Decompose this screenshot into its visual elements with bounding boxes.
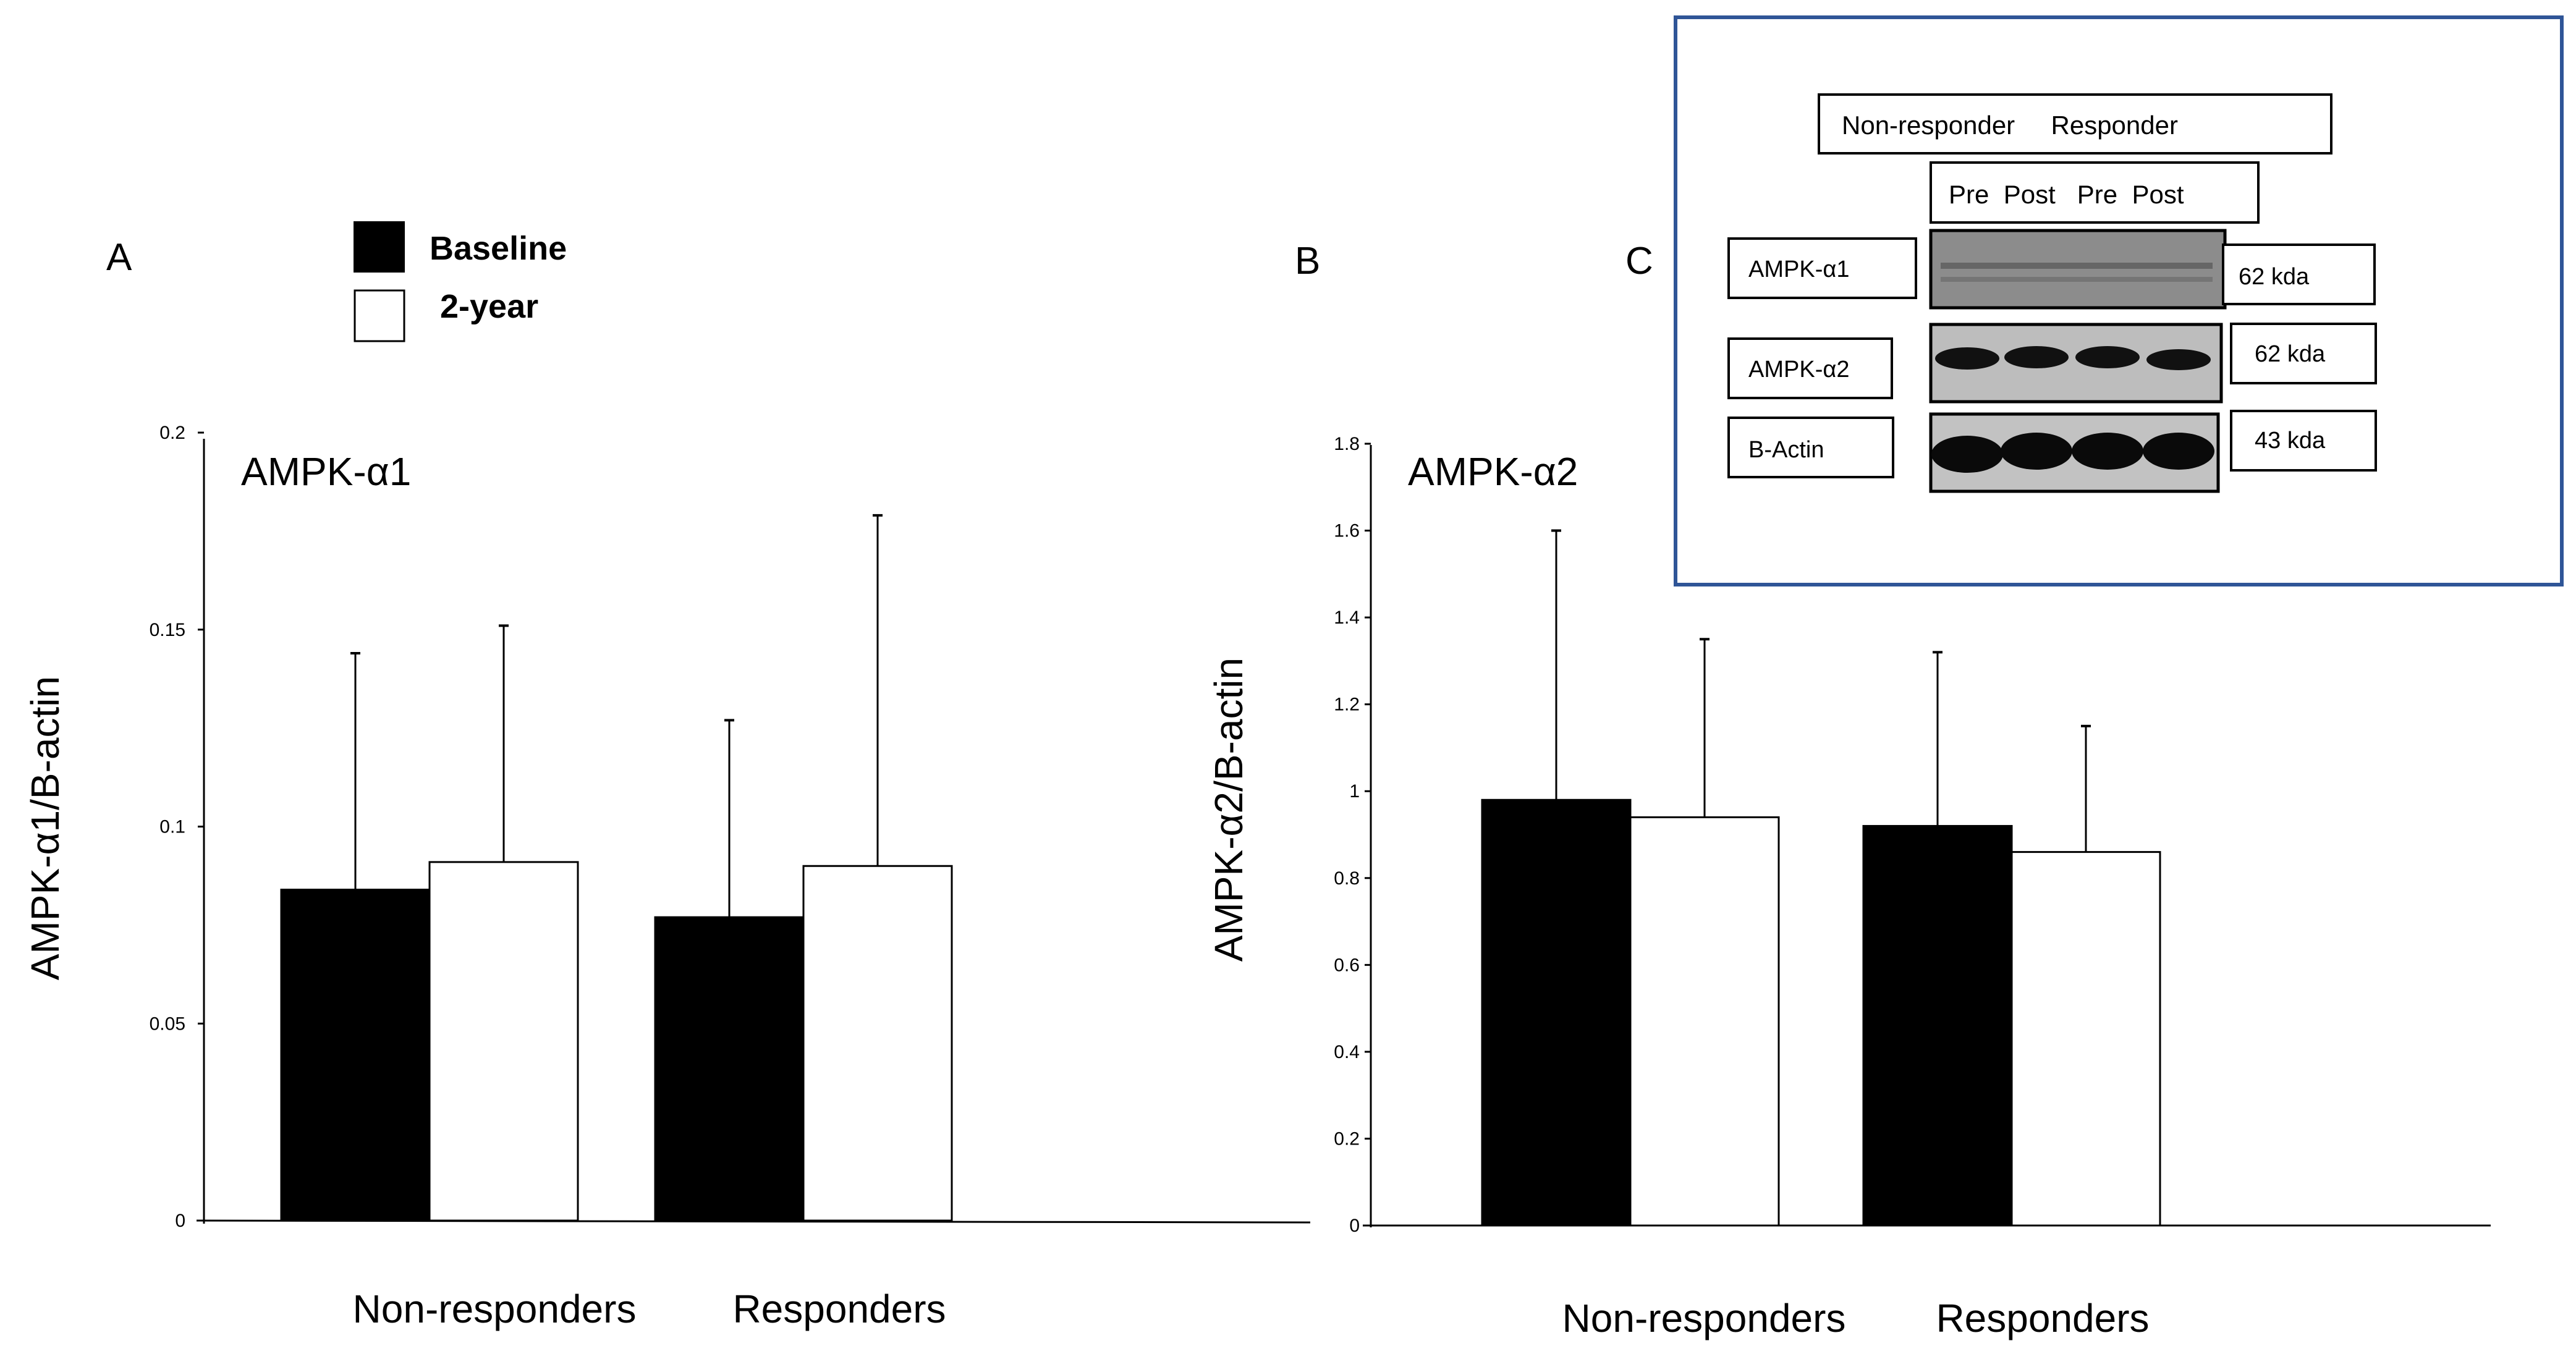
blot-image-ampk-a2 — [1929, 323, 2223, 404]
blot-timepoint-header: Pre Post Pre Post — [1949, 180, 2184, 209]
y-tick-label: 1.6 — [1334, 521, 1360, 541]
chart-b-category-label: Non-responders — [1562, 1296, 1846, 1340]
y-tick-label: 0.15 — [150, 620, 185, 640]
blot-group-header-box — [1818, 93, 2332, 155]
chart-a: AMPK-α1 AMPK-α1/B-actin Non-responders R… — [23, 423, 1311, 1331]
blot-row-label-box — [1727, 237, 1917, 299]
blot-image-ampk-a1 — [1929, 229, 2227, 310]
panel-letter-a: A — [106, 236, 132, 279]
chart-a-category-label: Non-responders — [353, 1287, 637, 1331]
bar-2-year — [802, 865, 953, 1222]
legend: Baseline 2-year — [354, 221, 567, 342]
y-tick-label: 1.4 — [1334, 608, 1360, 628]
panel-letter-b: B — [1295, 240, 1320, 282]
blot-size-label: 62 kda — [2239, 264, 2310, 290]
y-tick-label: 1.8 — [1334, 434, 1360, 454]
bar-2-year — [428, 861, 579, 1222]
y-tick-label: 0.2 — [1334, 1128, 1360, 1149]
chart-a-category-label: Responders — [732, 1287, 946, 1331]
blot-timepoint-header-box — [1930, 161, 2260, 224]
y-tick-label: 0 — [175, 1211, 185, 1231]
chart-b-ylabel: AMPK-α2/B-actin — [1206, 658, 1251, 962]
blot-image-b-actin — [1929, 412, 2220, 493]
y-tick-label: 0 — [1349, 1216, 1360, 1236]
panel-letter-c: C — [1625, 240, 1653, 282]
chart-b: AMPK-α2 AMPK-α2/B-actin Non-responders R… — [1206, 434, 2491, 1340]
legend-swatch-baseline — [354, 221, 405, 273]
chart-b-title: AMPK-α2 — [1408, 449, 1578, 494]
blot-row-label: AMPK-α2 — [1748, 357, 1849, 383]
y-tick-label: 1.2 — [1334, 695, 1360, 715]
legend-label-2year: 2-year — [440, 288, 538, 325]
y-tick-label: 1 — [1349, 781, 1360, 802]
chart-a-ylabel: AMPK-α1/B-actin — [23, 676, 67, 980]
blot-row-label-box — [1727, 417, 1894, 478]
bar-baseline — [654, 916, 805, 1222]
bar-baseline — [1862, 824, 2013, 1227]
blot-size-label: 62 kda — [2255, 341, 2326, 367]
blot-size-box — [2230, 410, 2377, 472]
chart-b-category-label: Responders — [1936, 1296, 2149, 1340]
y-tick-label: 0.8 — [1334, 868, 1360, 889]
chart-a-title: AMPK-α1 — [241, 449, 411, 494]
blot-size-box — [2230, 323, 2377, 384]
blot-size-label: 43 kda — [2255, 428, 2326, 454]
y-tick-label: 0.4 — [1334, 1042, 1360, 1062]
y-tick-label: 0.1 — [159, 817, 185, 837]
y-tick-label: 0.2 — [159, 423, 185, 443]
y-tick-label: 0.05 — [150, 1014, 185, 1034]
blot-row-label-box — [1727, 337, 1893, 399]
western-blot-panel: Non-responder Responder Pre Post Pre Pos… — [1674, 15, 2564, 586]
blot-row-label: B-Actin — [1748, 437, 1824, 463]
y-tick-label: 0.6 — [1334, 955, 1360, 975]
blot-size-box — [2222, 243, 2376, 305]
blot-row-label: AMPK-α1 — [1748, 256, 1849, 282]
legend-label-baseline: Baseline — [430, 230, 567, 267]
blot-group-header: Non-responder Responder — [1842, 111, 2178, 140]
bar-2-year — [2010, 851, 2161, 1227]
bar-baseline — [280, 889, 431, 1222]
bar-2-year — [1629, 816, 1780, 1227]
bar-baseline — [1481, 798, 1632, 1227]
legend-swatch-2year — [354, 289, 405, 342]
